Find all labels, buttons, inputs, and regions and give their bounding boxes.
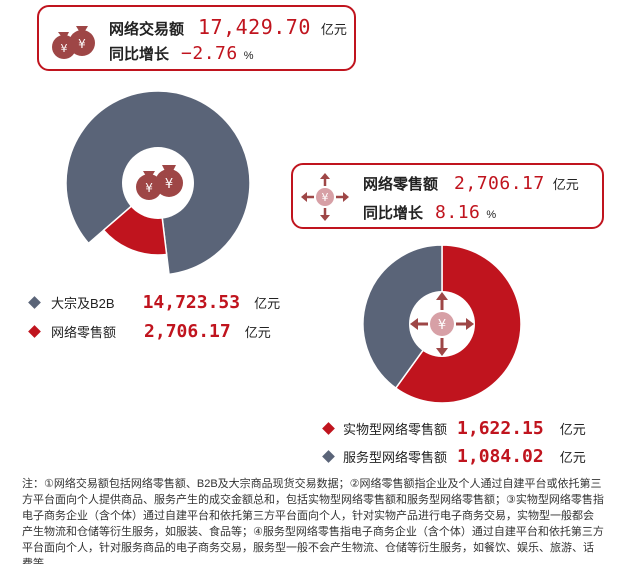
- legend-label: 服务型网络零售额: [343, 450, 448, 465]
- legend-unit: 亿元: [559, 422, 586, 437]
- pie-slice-service-retail: [362, 244, 443, 390]
- transaction-growth-row: 同比增长 −2.76 %: [109, 43, 253, 64]
- legend-marker: [28, 325, 41, 338]
- transaction-total-row: 网络交易额 17,429.70 亿元: [109, 15, 347, 39]
- legend-item-online-retail: 网络零售额 2,706.17 亿元: [28, 321, 271, 342]
- legend-unit: 亿元: [559, 450, 586, 465]
- svg-text:¥: ¥: [145, 181, 153, 195]
- money-bags-icon: ¥ ¥: [136, 165, 183, 200]
- legend-marker: [322, 450, 335, 463]
- retail-total-row: 网络零售额 2,706.17 亿元: [363, 173, 579, 194]
- legend-label: 实物型网络零售额: [343, 422, 448, 437]
- legend-item-physical-retail: 实物型网络零售额 1,622.15 亿元: [322, 418, 586, 439]
- transaction-total-unit: 亿元: [320, 22, 347, 37]
- transaction-total-label: 网络交易额: [109, 21, 185, 38]
- svg-text:¥: ¥: [78, 37, 86, 51]
- transaction-summary-box: ¥ ¥ 网络交易额 17,429.70 亿元 同比增长 −2.76 %: [37, 5, 356, 71]
- retail-total-unit: 亿元: [552, 177, 579, 192]
- transaction-growth-value: −2.76: [181, 43, 238, 64]
- legend-item-bulk-b2b: 大宗及B2B 14,723.53 亿元: [28, 292, 281, 313]
- retail-growth-label: 同比增长: [363, 205, 424, 222]
- retail-summary-box: ¥ 网络零售额 2,706.17 亿元 同比增长 8.16 %: [291, 163, 604, 229]
- legend-label: 网络零售额: [51, 325, 117, 340]
- legend-value: 14,723.53: [142, 292, 241, 313]
- legend-marker: [322, 422, 335, 435]
- legend-unit: 亿元: [254, 296, 281, 311]
- svg-text:¥: ¥: [322, 191, 329, 204]
- legend-item-service-retail: 服务型网络零售额 1,084.02 亿元: [322, 446, 586, 467]
- move-arrows-icon: ¥: [410, 292, 474, 356]
- move-arrows-icon: ¥: [301, 173, 349, 221]
- legend-label: 大宗及B2B: [51, 296, 115, 311]
- transaction-growth-label: 同比增长: [109, 46, 170, 63]
- money-bags-icon: ¥ ¥: [52, 26, 95, 59]
- transaction-total-value: 17,429.70: [198, 15, 311, 39]
- retail-growth-unit: %: [486, 209, 497, 221]
- retail-growth-value: 8.16: [435, 202, 481, 223]
- svg-text:¥: ¥: [61, 42, 68, 55]
- legend-unit: 亿元: [244, 325, 271, 340]
- legend-value: 1,084.02: [457, 446, 544, 467]
- svg-text:¥: ¥: [438, 318, 446, 333]
- transaction-growth-unit: %: [243, 50, 254, 62]
- retail-total-label: 网络零售额: [363, 176, 439, 193]
- svg-text:¥: ¥: [165, 177, 173, 192]
- retail-growth-row: 同比增长 8.16 %: [363, 202, 496, 223]
- retail-total-value: 2,706.17: [454, 173, 545, 194]
- legend-value: 1,622.15: [457, 418, 544, 439]
- legend-value: 2,706.17: [144, 321, 231, 342]
- legend-marker: [28, 296, 41, 309]
- footnote: 注：①网络交易额包括网络零售额、B2B及大宗商品现货交易数据；②网络零售额指企业…: [22, 478, 604, 564]
